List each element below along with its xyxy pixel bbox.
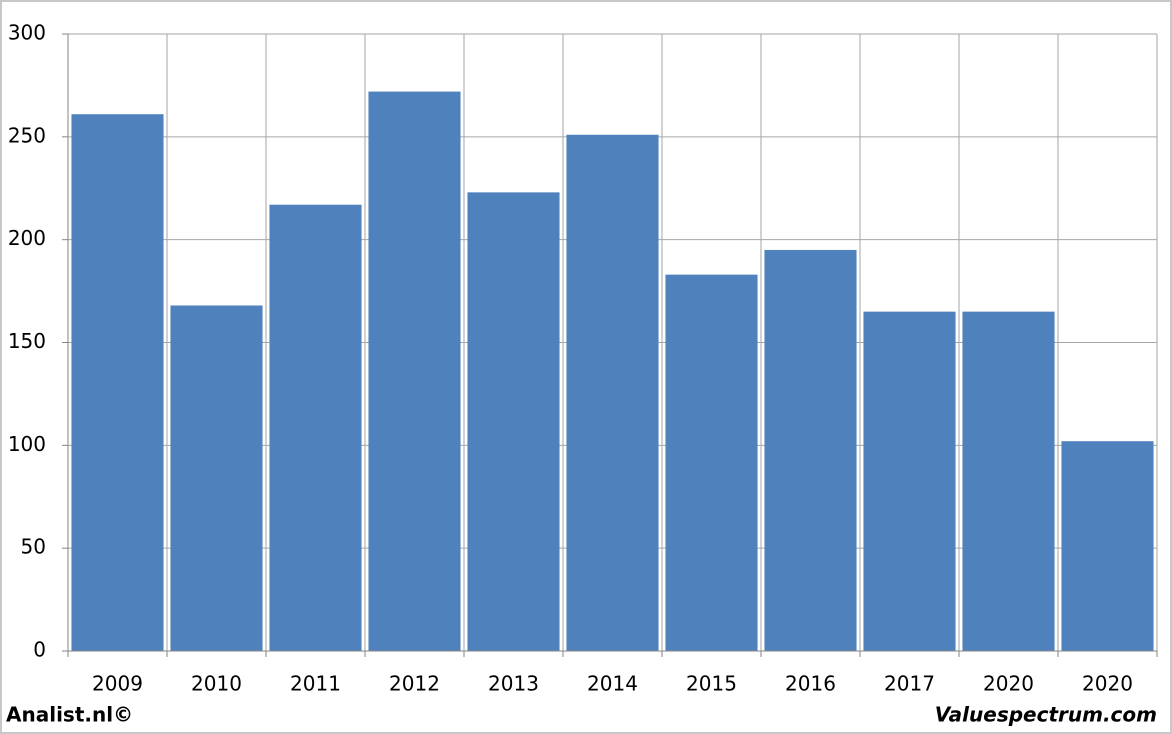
y-tick-label: 300 xyxy=(8,21,46,45)
x-tick-label: 2014 xyxy=(587,672,638,696)
bar xyxy=(566,134,659,651)
y-tick-label: 100 xyxy=(8,432,46,456)
bar xyxy=(269,204,362,651)
x-tick-label: 2017 xyxy=(884,672,935,696)
bar xyxy=(863,311,956,651)
x-tick-label: 2016 xyxy=(785,672,836,696)
x-tick-label: 2010 xyxy=(191,672,242,696)
x-tick-label: 2020 xyxy=(1082,672,1133,696)
y-tick-label: 50 xyxy=(21,535,46,559)
bar xyxy=(170,305,263,651)
y-tick-label: 0 xyxy=(33,638,46,662)
y-tick-label: 150 xyxy=(8,329,46,353)
bar xyxy=(962,311,1055,651)
x-tick-label: 2009 xyxy=(92,672,143,696)
bar xyxy=(71,114,164,651)
x-tick-label: 2011 xyxy=(290,672,341,696)
bar xyxy=(1061,441,1154,651)
y-tick-label: 200 xyxy=(8,226,46,250)
bar xyxy=(368,91,461,651)
bar xyxy=(467,192,560,651)
x-tick-label: 2020 xyxy=(983,672,1034,696)
bar xyxy=(764,249,857,651)
x-tick-label: 2012 xyxy=(389,672,440,696)
watermark-right: Valuespectrum.com xyxy=(935,703,1157,727)
bar xyxy=(665,274,758,651)
y-tick-label: 250 xyxy=(8,123,46,147)
x-tick-label: 2013 xyxy=(488,672,539,696)
watermark-left: Analist.nl© xyxy=(6,703,133,727)
x-tick-label: 2015 xyxy=(686,672,737,696)
